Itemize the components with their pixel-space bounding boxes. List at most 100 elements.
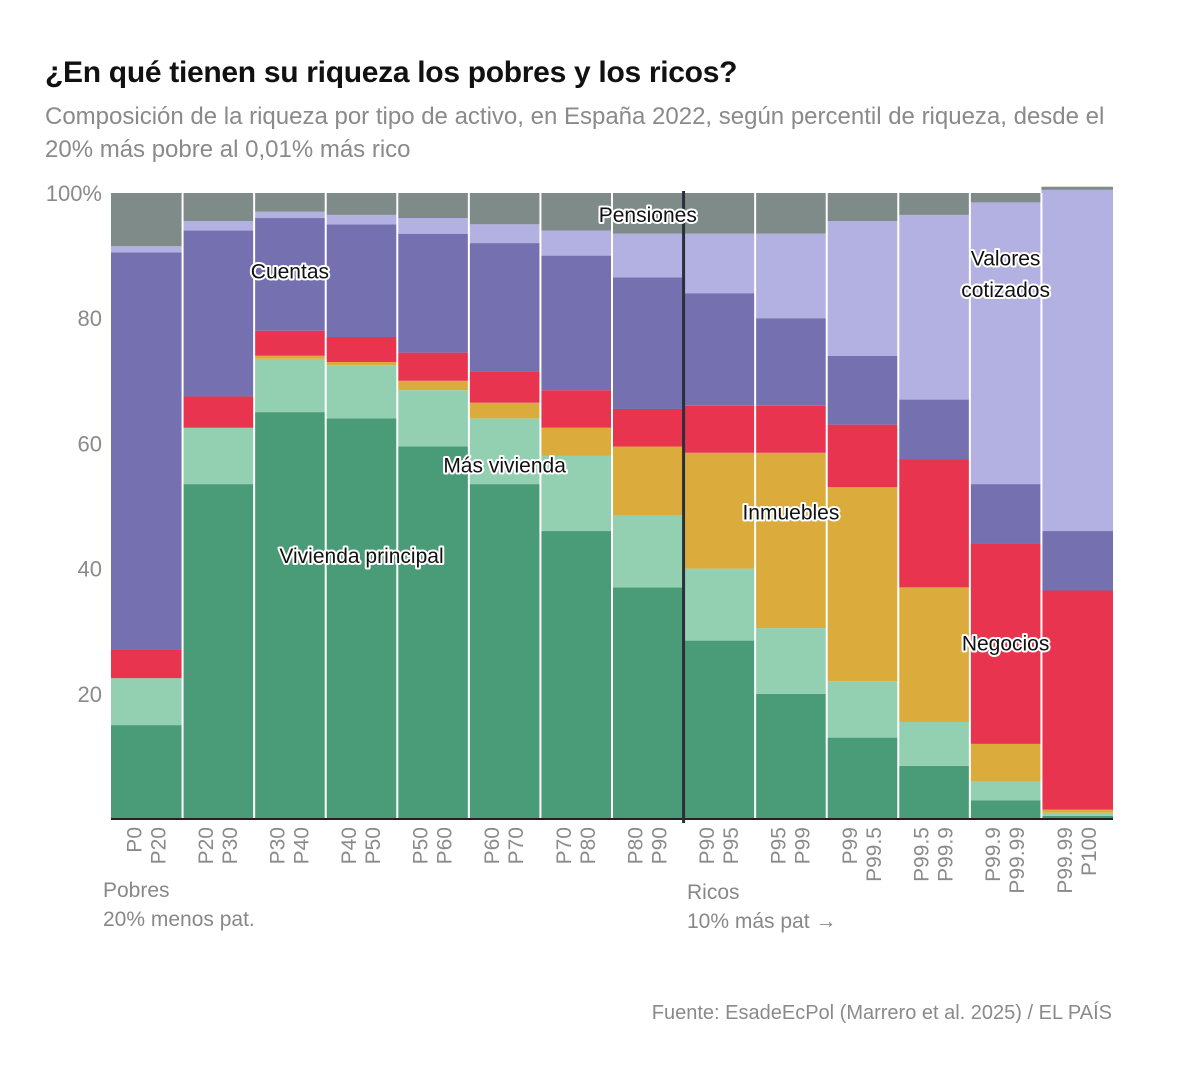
x-tick-label: P99.99 bbox=[1006, 827, 1029, 894]
x-tick-label: P40 bbox=[338, 827, 361, 864]
bar-segment-pensiones-6 bbox=[540, 193, 612, 231]
bar-segment-valores-cotizados-5 bbox=[468, 224, 541, 244]
x-tick-label: P30 bbox=[219, 827, 242, 864]
bar-segment-cuentas-1 bbox=[182, 230, 255, 397]
bar-segment-valores-cotizados-7 bbox=[612, 233, 684, 278]
bar-segment-mas-vivienda-3 bbox=[325, 365, 398, 419]
bar-segment-inmuebles-4 bbox=[397, 380, 469, 391]
x-tick-label: P60 bbox=[481, 827, 504, 864]
bar-segment-mas-vivienda-2 bbox=[254, 358, 326, 413]
bar-segment-negocios-4 bbox=[397, 352, 469, 381]
y-tick-label: 100% bbox=[46, 181, 102, 206]
y-tick-label: 40 bbox=[78, 557, 102, 582]
bar-segment-valores-cotizados-0 bbox=[111, 246, 183, 253]
x-tick-label: P90 bbox=[648, 827, 671, 864]
bar-segment-negocios-6 bbox=[540, 390, 612, 428]
bar-segment-negocios-10 bbox=[826, 424, 899, 488]
x-tick-label: P20 bbox=[147, 827, 170, 864]
bar-segment-mas-vivienda-9 bbox=[755, 628, 827, 694]
x-tick-label: P70 bbox=[553, 827, 576, 864]
bar-segment-vivienda-principal-7 bbox=[612, 587, 684, 819]
x-tick-label: P99 bbox=[839, 827, 862, 864]
bar-segment-vivienda-principal-8 bbox=[683, 640, 756, 819]
bar-segment-negocios-3 bbox=[325, 336, 398, 363]
x-tick-label: P99.9 bbox=[935, 827, 958, 882]
bar-segment-valores-cotizados-6 bbox=[540, 230, 612, 256]
x-tick-label: P95 bbox=[767, 827, 790, 864]
poor-group-line2: 20% menos pat. bbox=[103, 908, 255, 931]
x-tick-label: P0 bbox=[123, 827, 146, 853]
rich-group-line1: Ricos bbox=[687, 881, 740, 904]
bar-segment-mas-vivienda-6 bbox=[540, 455, 612, 532]
series-label-valores: Valores bbox=[971, 248, 1041, 271]
bar-segment-pensiones-9 bbox=[755, 193, 827, 234]
bar-segment-vivienda-principal-2 bbox=[254, 412, 326, 819]
x-tick-label: P40 bbox=[290, 827, 313, 864]
bar-segment-negocios-8 bbox=[683, 405, 756, 453]
bar-segment-mas-vivienda-0 bbox=[111, 678, 183, 726]
bar-segment-cuentas-5 bbox=[468, 243, 541, 372]
bar-segment-negocios-5 bbox=[468, 371, 541, 403]
x-tick-label: P99.5 bbox=[911, 827, 934, 882]
bar-segment-valores-cotizados-1 bbox=[182, 221, 255, 231]
bar-segment-inmuebles-6 bbox=[540, 427, 612, 456]
bar-segment-inmuebles-13 bbox=[1041, 809, 1113, 813]
rich-group-label: Ricos 10% más pat → bbox=[687, 878, 836, 936]
bar-segment-pensiones-10 bbox=[826, 193, 899, 222]
bar-segment-inmuebles-5 bbox=[468, 402, 541, 419]
bar-segment-mas-vivienda-12 bbox=[969, 781, 1042, 801]
bar-segment-valores-cotizados-4 bbox=[397, 218, 469, 234]
bar-segment-inmuebles-10 bbox=[826, 487, 899, 682]
bar-segment-valores-cotizados-8 bbox=[683, 233, 756, 294]
series-label-pensiones: Pensiones bbox=[599, 204, 697, 227]
bar-segment-cuentas-9 bbox=[755, 318, 827, 406]
series-label-negocios: Negocios bbox=[962, 633, 1050, 656]
x-tick-label: P60 bbox=[434, 827, 457, 864]
bar-segment-vivienda-principal-4 bbox=[397, 446, 469, 819]
bar-segment-negocios-2 bbox=[254, 330, 326, 356]
bar-segment-valores-cotizados-12 bbox=[969, 202, 1042, 485]
bar-segment-vivienda-principal-6 bbox=[540, 531, 612, 819]
bar-segment-valores-cotizados-10 bbox=[826, 221, 899, 356]
bar-segment-inmuebles-11 bbox=[898, 587, 970, 722]
bar-segment-cuentas-4 bbox=[397, 233, 469, 353]
x-tick-label: P99.99 bbox=[1054, 827, 1077, 894]
bar-segment-negocios-12 bbox=[969, 543, 1042, 744]
x-tick-label: P99.5 bbox=[863, 827, 886, 882]
x-tick-label: P99.9 bbox=[982, 827, 1005, 882]
bar-segment-vivienda-principal-3 bbox=[325, 418, 398, 819]
bar-segment-vivienda-principal-9 bbox=[755, 693, 827, 819]
bar-segment-inmuebles-3 bbox=[325, 362, 398, 366]
bar-segment-inmuebles-12 bbox=[969, 743, 1042, 782]
bar-segment-pensiones-5 bbox=[468, 193, 541, 225]
bar-segment-negocios-0 bbox=[111, 649, 183, 679]
bar-segment-vivienda-principal-11 bbox=[898, 765, 970, 819]
bar-segment-cuentas-6 bbox=[540, 255, 612, 391]
bar-segment-pensiones-11 bbox=[898, 193, 970, 215]
chart-title: ¿En qué tienen su riqueza los pobres y l… bbox=[45, 56, 738, 89]
x-tick-label: P50 bbox=[410, 827, 433, 864]
bar-segment-pensiones-4 bbox=[397, 193, 469, 219]
bar-segment-mas-vivienda-13 bbox=[1041, 812, 1113, 816]
bar-segment-pensiones-2 bbox=[254, 193, 326, 212]
bar-segment-vivienda-principal-5 bbox=[468, 484, 541, 819]
series-label-mas-vivienda: Más vivienda bbox=[443, 454, 566, 477]
poor-group-line1: Pobres bbox=[103, 879, 170, 902]
bar-segment-mas-vivienda-8 bbox=[683, 568, 756, 641]
chart-subtitle: Composición de la riqueza por tipo de ac… bbox=[45, 103, 1105, 163]
bar-segment-valores-cotizados-9 bbox=[755, 233, 827, 319]
bar-segment-mas-vivienda-7 bbox=[612, 515, 684, 588]
x-tick-label: P30 bbox=[266, 827, 289, 864]
x-tick-label: P100 bbox=[1078, 827, 1101, 876]
bar-segment-vivienda-principal-1 bbox=[182, 484, 255, 819]
bar-segment-pensiones-7 bbox=[612, 193, 684, 234]
bar-segment-valores-cotizados-2 bbox=[254, 211, 326, 219]
bar-segment-vivienda-principal-12 bbox=[969, 800, 1042, 819]
x-tick-label: P80 bbox=[577, 827, 600, 864]
bar-segment-cuentas-11 bbox=[898, 399, 970, 460]
bar-segment-mas-vivienda-1 bbox=[182, 427, 255, 485]
bar-segment-mas-vivienda-4 bbox=[397, 390, 469, 447]
series-label-inmuebles: Inmuebles bbox=[742, 501, 839, 524]
x-tick-label: P70 bbox=[505, 827, 528, 864]
